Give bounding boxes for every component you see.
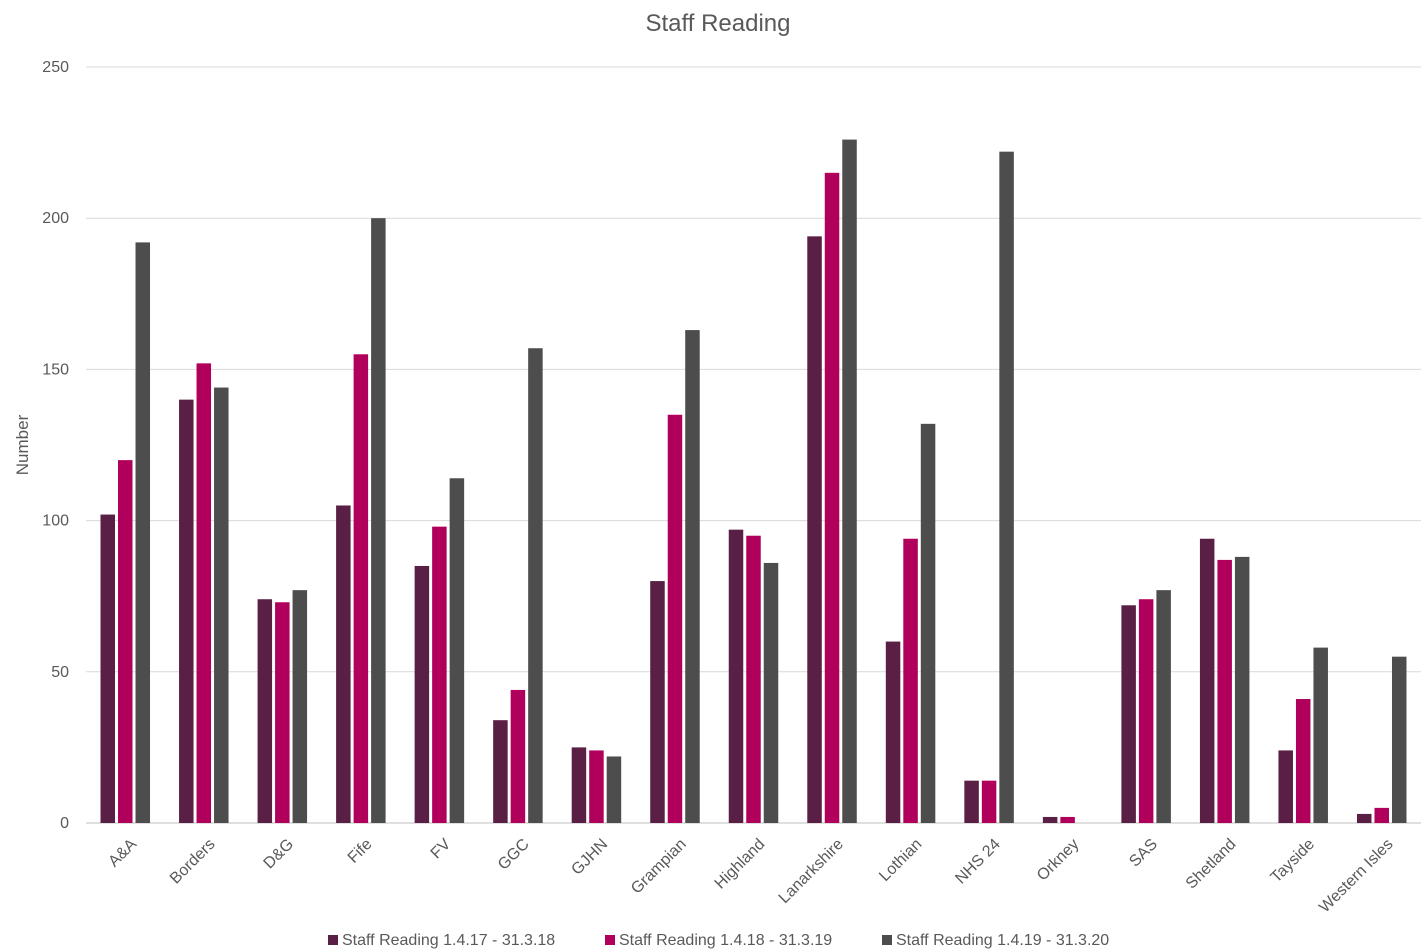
y-tick-label: 200 xyxy=(42,210,69,227)
bar-3-ggc xyxy=(528,348,543,823)
bar-2-d-g xyxy=(275,602,290,823)
bar-2-shetland xyxy=(1217,559,1232,823)
bar-1-d-g xyxy=(257,599,273,823)
bar-2-highland xyxy=(746,535,761,823)
x-tick-label: GGC xyxy=(495,836,533,874)
bar-2-lanarkshire xyxy=(824,172,840,824)
bar-3-nhs-24 xyxy=(999,151,1014,823)
x-tick-label: Borders xyxy=(167,836,219,888)
bar-3-sas xyxy=(1156,590,1171,823)
bar-2-fv xyxy=(432,526,447,823)
bar-2-a-a xyxy=(118,460,133,823)
legend-swatch xyxy=(605,935,615,945)
y-tick-label: 250 xyxy=(42,59,69,76)
x-tick-label: Tayside xyxy=(1268,836,1318,886)
legend-swatch xyxy=(328,935,338,945)
bars xyxy=(100,139,1407,824)
bar-1-borders xyxy=(179,399,194,823)
x-tick-label: NHS 24 xyxy=(952,836,1004,888)
bar-1-shetland xyxy=(1199,538,1215,823)
x-tick-label: Lanarkshire xyxy=(776,836,847,907)
bar-1-ggc xyxy=(493,720,508,823)
bar-1-western-isles xyxy=(1356,813,1372,823)
y-tick-label: 50 xyxy=(51,664,69,681)
x-tick-label: GJHN xyxy=(568,836,611,879)
bar-1-lanarkshire xyxy=(807,236,822,823)
x-tick-label: SAS xyxy=(1126,836,1161,871)
bar-3-highland xyxy=(763,562,779,823)
legend-label: Staff Reading 1.4.18 - 31.3.19 xyxy=(619,932,832,949)
legend-swatch xyxy=(882,935,892,945)
bar-2-western-isles xyxy=(1374,807,1389,823)
x-tick-label: A&A xyxy=(105,836,140,871)
bar-1-gjhn xyxy=(571,747,587,823)
bar-1-grampian xyxy=(650,581,665,823)
bar-2-lothian xyxy=(903,538,918,823)
x-tick-label: D&G xyxy=(261,836,298,873)
bar-2-fife xyxy=(353,354,369,823)
x-tick-label: Fife xyxy=(345,836,376,867)
gridlines xyxy=(86,66,1421,824)
chart-title: Staff Reading xyxy=(646,10,791,37)
x-tick-label: FV xyxy=(428,836,455,863)
bar-1-a-a xyxy=(100,514,116,823)
bar-3-tayside xyxy=(1313,647,1328,823)
bar-3-lothian xyxy=(920,423,936,823)
bar-3-shetland xyxy=(1234,556,1250,823)
bar-1-orkney xyxy=(1042,816,1058,823)
bar-1-lothian xyxy=(885,641,901,823)
bar-3-grampian xyxy=(685,330,700,823)
bar-1-highland xyxy=(728,529,744,823)
bar-2-orkney xyxy=(1060,816,1075,823)
bar-1-nhs-24 xyxy=(964,780,979,823)
bar-1-fv xyxy=(414,565,430,823)
x-tick-label: Orkney xyxy=(1034,836,1082,884)
y-tick-label: 0 xyxy=(60,815,69,832)
legend-label: Staff Reading 1.4.19 - 31.3.20 xyxy=(896,932,1109,949)
bar-2-tayside xyxy=(1295,699,1311,823)
bar-2-nhs-24 xyxy=(981,780,997,823)
bar-1-sas xyxy=(1121,605,1136,823)
legend-label: Staff Reading 1.4.17 - 31.3.18 xyxy=(342,932,555,949)
y-axis-ticks: 0 50 100 150 200 250 xyxy=(42,59,69,832)
x-tick-label: Grampian xyxy=(628,836,690,898)
bar-1-tayside xyxy=(1278,750,1293,823)
bar-2-gjhn xyxy=(589,750,604,823)
bar-3-borders xyxy=(214,387,229,823)
bar-3-western-isles xyxy=(1391,656,1407,823)
y-tick-label: 100 xyxy=(42,513,69,530)
bar-2-ggc xyxy=(510,689,526,823)
y-axis-label: Number xyxy=(13,414,32,475)
x-tick-label: Western Isles xyxy=(1316,836,1396,916)
y-tick-label: 150 xyxy=(42,361,69,378)
bar-2-sas xyxy=(1138,599,1154,823)
x-tick-label: Highland xyxy=(712,836,769,893)
bar-3-gjhn xyxy=(606,756,622,823)
x-axis-ticks: A&A Borders D&G Fife FV GGC GJHN Grampian Highla… xyxy=(105,836,1396,917)
bar-3-a-a xyxy=(135,242,151,824)
bar-3-fife xyxy=(371,218,386,823)
x-tick-label: Shetland xyxy=(1183,836,1240,893)
bar-3-fv xyxy=(449,478,465,823)
bar-1-fife xyxy=(336,505,351,823)
bar-2-grampian xyxy=(667,414,683,823)
bar-2-borders xyxy=(196,363,212,823)
x-tick-label: Lothian xyxy=(876,836,925,885)
legend: Staff Reading 1.4.17 - 31.3.18 Staff Read… xyxy=(328,932,1109,949)
bar-3-lanarkshire xyxy=(842,139,857,824)
bar-3-d-g xyxy=(292,590,308,823)
